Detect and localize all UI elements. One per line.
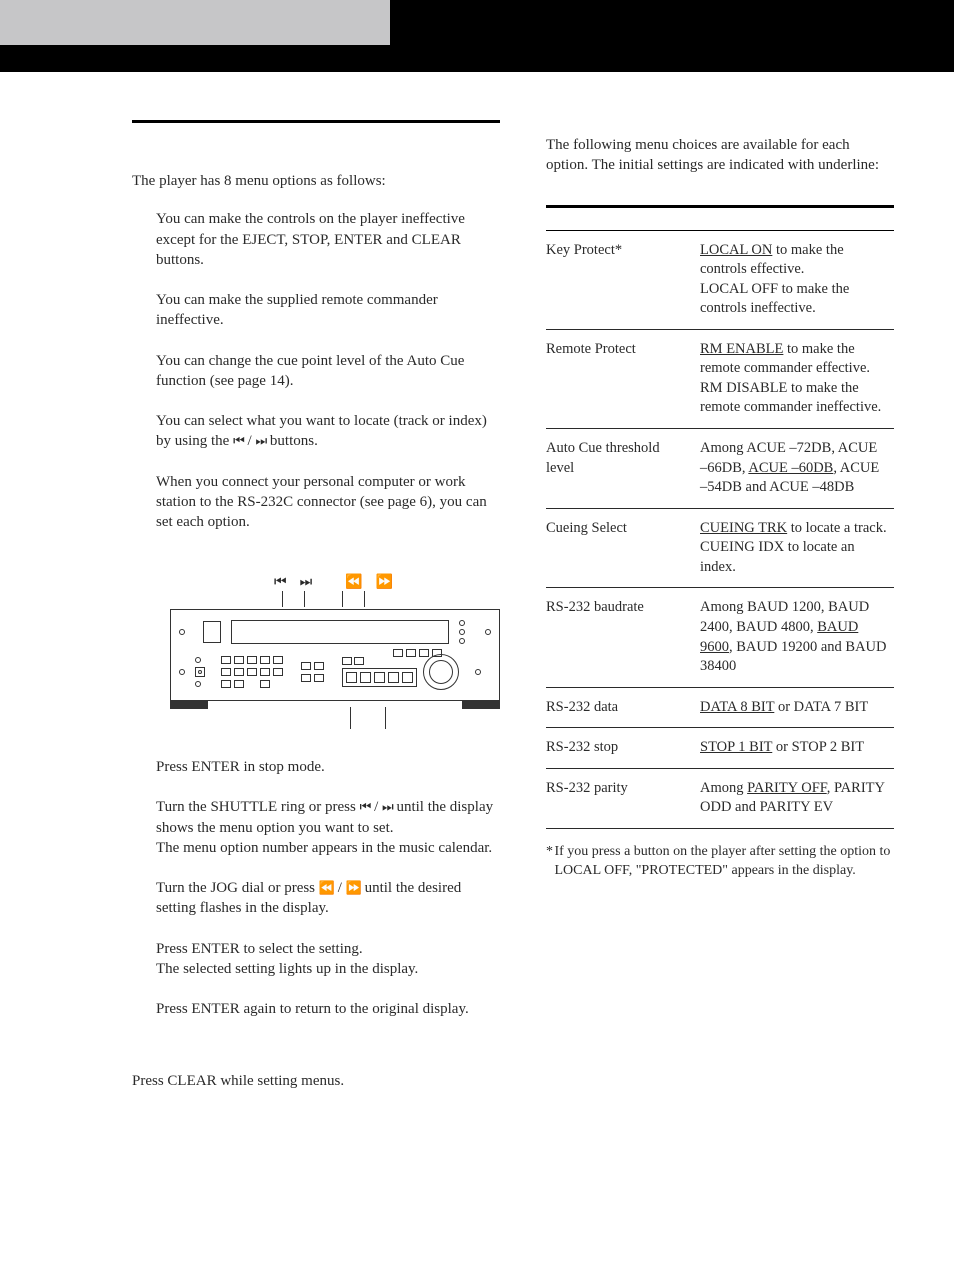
- fwd-icon: [376, 572, 392, 591]
- option-label: RS-232 data: [546, 687, 694, 728]
- rack-hole: [485, 629, 491, 635]
- intro-text: The player has 8 menu options as follows…: [132, 171, 500, 191]
- options-table: Key Protect*LOCAL ON to make the control…: [546, 231, 894, 829]
- skip-prev-icon: [274, 572, 286, 591]
- procedure-step-text: Turn the JOG dial or press ⏪ / ⏩ until t…: [156, 878, 500, 919]
- option-label: Key Protect*: [546, 231, 694, 330]
- display-window: [231, 620, 449, 644]
- footnote-text: If you press a button on the player afte…: [554, 843, 894, 881]
- procedure-step: Press ENTER in stop mode.: [156, 757, 500, 777]
- table-row: Key Protect*LOCAL ON to make the control…: [546, 231, 894, 330]
- left-column: The player has 8 menu options as follows…: [132, 120, 500, 1110]
- device-icon-labels: [274, 572, 500, 591]
- cancel-note: Press CLEAR while setting menus.: [132, 1071, 500, 1091]
- procedure-step-text: The selected setting lights up in the di…: [156, 959, 500, 979]
- option-item-text: When you connect your personal computer …: [156, 472, 500, 533]
- procedure-step: Turn the SHUTTLE ring or press ⏮ / ⏭ unt…: [156, 797, 500, 858]
- diagram-connector-lines-bottom: [170, 707, 500, 731]
- procedure-step: Press ENTER again to return to the origi…: [156, 999, 500, 1019]
- panel-button: [360, 672, 371, 683]
- button-panel: [342, 668, 417, 687]
- page-header: [0, 0, 954, 72]
- cancel-text: Press CLEAR while setting menus.: [132, 1071, 500, 1091]
- procedure-step-text: Press ENTER to select the setting.: [156, 939, 500, 959]
- device-diagram: [170, 572, 500, 731]
- panel-button: [388, 672, 399, 683]
- disc-slot: [203, 621, 221, 643]
- option-label: RS-232 baudrate: [546, 588, 694, 687]
- section-rule: [132, 120, 500, 123]
- procedure-step-text: The menu option number appears in the mu…: [156, 838, 500, 858]
- rew-icon: [345, 572, 361, 591]
- option-item-text: You can make the controls on the player …: [156, 209, 500, 270]
- intro-paragraph: The player has 8 menu options as follows…: [132, 171, 500, 191]
- panel-button: [374, 672, 385, 683]
- device-front-panel: [170, 609, 500, 701]
- header-gray-block: [0, 0, 390, 45]
- rack-hole: [179, 629, 185, 635]
- procedure-step-text: Turn the SHUTTLE ring or press ⏮ / ⏭ unt…: [156, 797, 500, 838]
- option-value: Among PARITY OFF, PARITY ODD and PARITY …: [694, 768, 894, 828]
- option-value: Among ACUE –72DB, ACUE –66DB, ACUE –60DB…: [694, 429, 894, 509]
- jog-shuttle-dial: [423, 654, 459, 690]
- option-label: RS-232 parity: [546, 768, 694, 828]
- option-item: You can make the supplied remote command…: [156, 290, 500, 331]
- panel-button: [402, 672, 413, 683]
- option-item: When you connect your personal computer …: [156, 472, 500, 533]
- table-row: Cueing SelectCUEING TRK to locate a trac…: [546, 508, 894, 588]
- option-value: STOP 1 BIT or STOP 2 BIT: [694, 728, 894, 769]
- table-row: RS-232 baudrateAmong BAUD 1200, BAUD 240…: [546, 588, 894, 687]
- option-item: You can select what you want to locate (…: [156, 411, 500, 452]
- table-row: Auto Cue threshold levelAmong ACUE –72DB…: [546, 429, 894, 509]
- option-label: RS-232 stop: [546, 728, 694, 769]
- skip-next-icon: [300, 572, 312, 591]
- panel-button: [346, 672, 357, 683]
- option-label: Cueing Select: [546, 508, 694, 588]
- table-top-rule: [546, 205, 894, 208]
- right-intro: The following menu choices are available…: [546, 120, 894, 191]
- procedure-step-text: Press ENTER in stop mode.: [156, 757, 500, 777]
- option-value: LOCAL ON to make the controls effective.…: [694, 231, 894, 330]
- rack-hole: [179, 669, 185, 675]
- option-value: Among BAUD 1200, BAUD 2400, BAUD 4800, B…: [694, 588, 894, 687]
- procedure-step: Turn the JOG dial or press ⏪ / ⏩ until t…: [156, 878, 500, 919]
- procedure-step-text: Press ENTER again to return to the origi…: [156, 999, 500, 1019]
- option-value: RM ENABLE to make the remote commander e…: [694, 329, 894, 428]
- option-item-text: You can select what you want to locate (…: [156, 411, 500, 452]
- page-body: The player has 8 menu options as follows…: [0, 72, 954, 1150]
- option-label: Auto Cue threshold level: [546, 429, 694, 509]
- option-item: You can make the controls on the player …: [156, 209, 500, 270]
- option-item-text: You can change the cue point level of th…: [156, 351, 500, 392]
- option-item-text: You can make the supplied remote command…: [156, 290, 500, 331]
- right-column: The following menu choices are available…: [546, 120, 894, 1110]
- table-row: RS-232 parityAmong PARITY OFF, PARITY OD…: [546, 768, 894, 828]
- option-label: Remote Protect: [546, 329, 694, 428]
- footnote-asterisk: *: [546, 843, 554, 881]
- option-value: CUEING TRK to locate a track.CUEING IDX …: [694, 508, 894, 588]
- table-row: RS-232 dataDATA 8 BIT or DATA 7 BIT: [546, 687, 894, 728]
- option-value: DATA 8 BIT or DATA 7 BIT: [694, 687, 894, 728]
- option-item: You can change the cue point level of th…: [156, 351, 500, 392]
- footnote: * If you press a button on the player af…: [546, 843, 894, 881]
- procedure-step: Press ENTER to select the setting.The se…: [156, 939, 500, 980]
- rack-hole: [475, 669, 481, 675]
- diagram-connector-lines: [170, 591, 500, 609]
- right-intro-text: The following menu choices are available…: [546, 135, 894, 176]
- table-row: RS-232 stopSTOP 1 BIT or STOP 2 BIT: [546, 728, 894, 769]
- table-row: Remote ProtectRM ENABLE to make the remo…: [546, 329, 894, 428]
